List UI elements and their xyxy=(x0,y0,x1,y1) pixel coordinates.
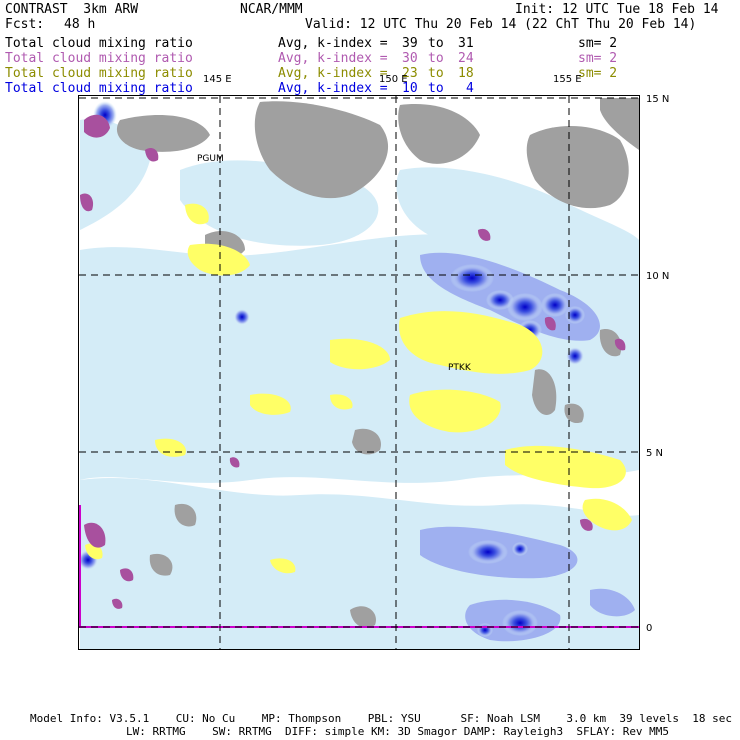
field-to: to xyxy=(428,81,444,96)
field-k-to: 4 xyxy=(466,81,474,96)
model-info-line2: LW: RRTMG SW: RRTMG DIFF: simple KM: 3D … xyxy=(126,725,670,738)
lat-lon-grid xyxy=(79,96,639,649)
field-to: to xyxy=(428,66,444,81)
model-info-line1: Model Info: V3.5.1 CU: No Cu MP: Thompso… xyxy=(30,712,732,725)
lat-label-5n: 5 N xyxy=(646,448,663,459)
high-cloud-gray xyxy=(116,98,639,628)
init-time: Init: 12 UTC Tue 18 Feb 14 xyxy=(515,2,719,17)
field-smoothing: sm= 2 xyxy=(578,36,618,51)
field-to: to xyxy=(428,51,444,66)
field-k-from: 10 xyxy=(402,81,418,96)
field-name: Total cloud mixing ratio xyxy=(5,81,193,96)
field-avg: Avg, k-index = xyxy=(278,51,388,66)
field-avg: Avg, k-index = xyxy=(278,36,388,51)
center-name: NCAR/MMM xyxy=(240,2,303,17)
low-cloud-cores xyxy=(79,101,585,637)
lon-label-145e: 145 E xyxy=(203,74,232,85)
lon-label-150e: 150 E xyxy=(379,74,408,85)
field-k-to: 24 xyxy=(458,51,474,66)
mid-high-cloud-purple xyxy=(80,114,626,609)
field-k-from: 30 xyxy=(402,51,418,66)
lon-label-155e: 155 E xyxy=(553,74,582,85)
field-avg: Avg, k-index = xyxy=(278,66,388,81)
forecast-label: Fcst: xyxy=(5,17,45,32)
field-k-from: 39 xyxy=(402,36,418,51)
forecast-hours: 48 h xyxy=(64,17,96,32)
model-name: CONTRAST 3km ARW xyxy=(5,2,139,17)
field-k-to: 18 xyxy=(458,66,474,81)
field-smoothing: sm= 2 xyxy=(578,66,618,81)
field-k-to: 31 xyxy=(458,36,474,51)
map-frame xyxy=(78,95,640,650)
lat-label-15n: 15 N xyxy=(646,94,669,105)
field-smoothing: sm= 2 xyxy=(578,51,618,66)
station-pgum: PGUM xyxy=(197,154,224,164)
field-k-from: 23 xyxy=(402,66,418,81)
field-avg: Avg, k-index = xyxy=(278,81,388,96)
cloud-layers xyxy=(79,96,639,649)
field-to: to xyxy=(428,36,444,51)
lat-label-10n: 10 N xyxy=(646,271,669,282)
lat-label-equator: 0 xyxy=(646,623,652,634)
valid-time: Valid: 12 UTC Thu 20 Feb 14 (22 ChT Thu … xyxy=(305,17,697,32)
mid-cloud-yellow xyxy=(85,203,632,574)
station-ptkk: PTKK xyxy=(448,363,472,373)
field-name: Total cloud mixing ratio xyxy=(5,51,193,66)
field-name: Total cloud mixing ratio xyxy=(5,36,193,51)
field-name: Total cloud mixing ratio xyxy=(5,66,193,81)
